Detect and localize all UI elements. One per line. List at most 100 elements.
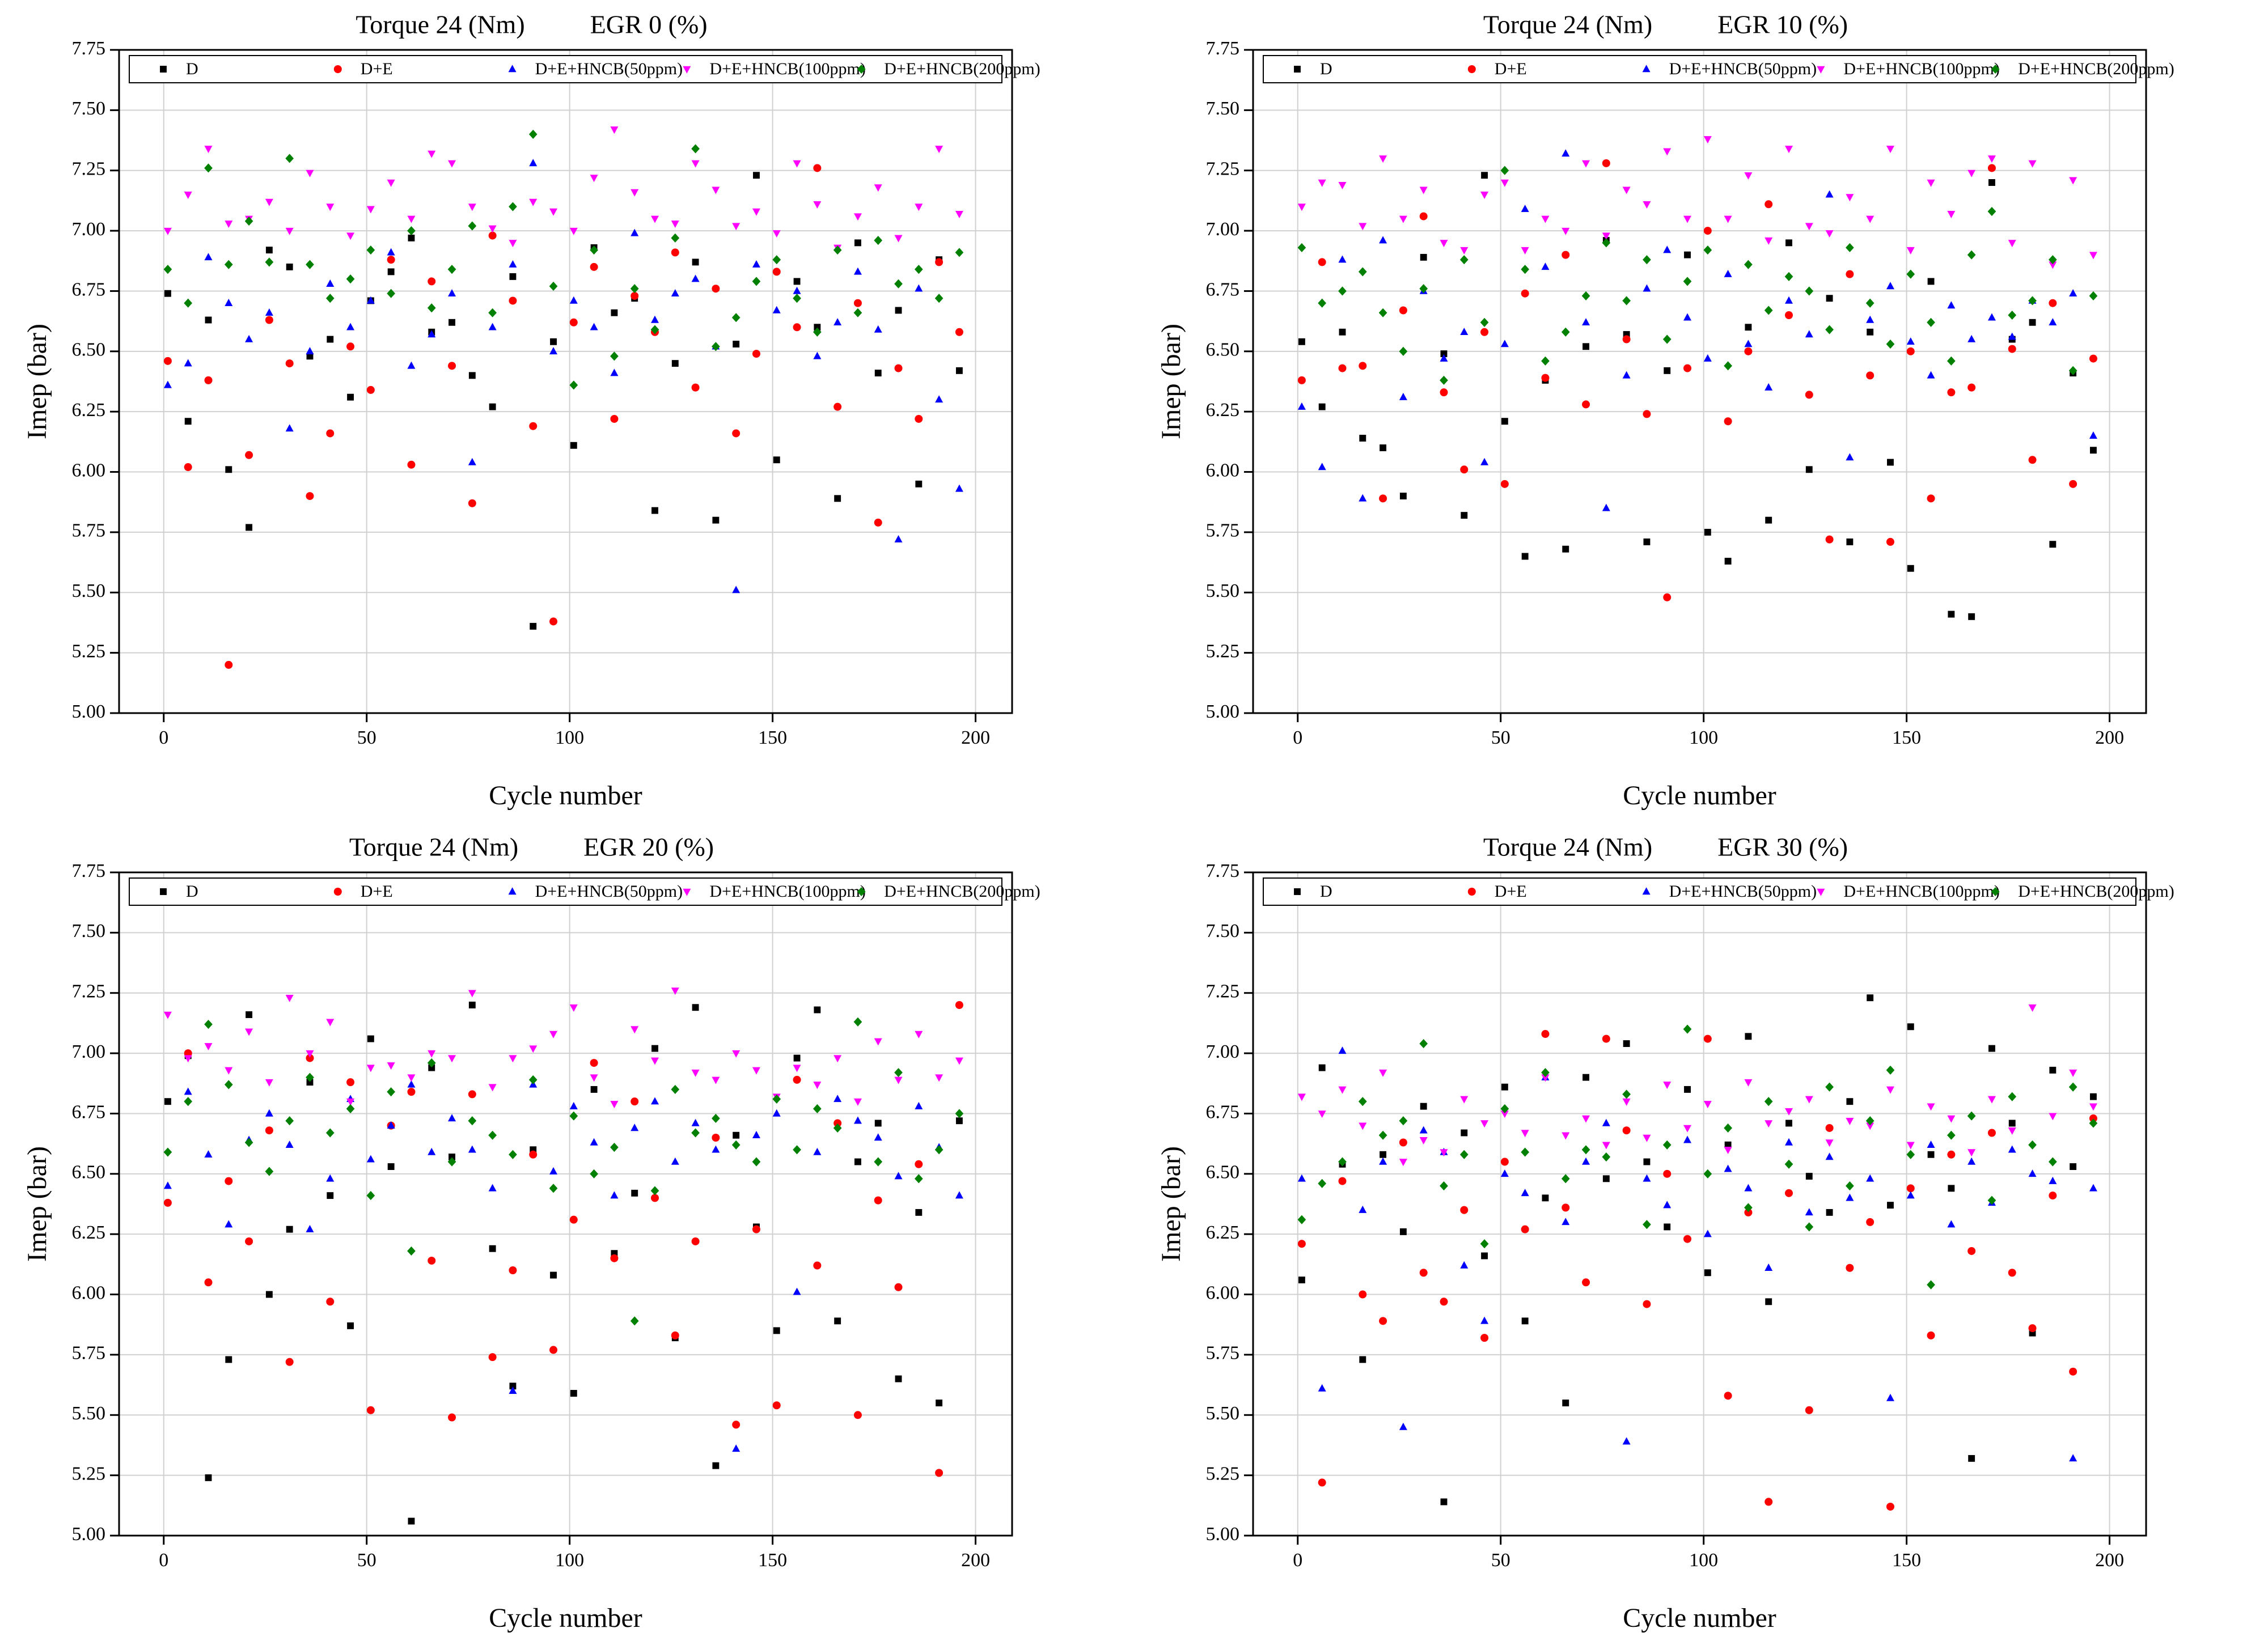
point	[813, 201, 822, 209]
chart-title: Torque 24 (Nm) EGR 20 (%)	[349, 833, 714, 862]
point	[1703, 1101, 1712, 1109]
point	[1419, 1137, 1428, 1144]
point	[225, 1177, 233, 1185]
point	[1419, 1039, 1428, 1049]
point	[1642, 887, 1651, 895]
point	[448, 362, 456, 370]
point	[712, 516, 720, 524]
point	[1886, 1393, 1894, 1401]
point	[733, 1131, 740, 1139]
point	[772, 1109, 781, 1117]
point	[915, 414, 923, 423]
point	[1887, 459, 1894, 466]
point	[1440, 388, 1448, 397]
point	[1785, 239, 1792, 247]
plot-frame	[118, 871, 1013, 1537]
point	[1467, 888, 1476, 896]
point	[1703, 1169, 1712, 1178]
y-tick-label: 6.25	[72, 400, 106, 421]
legend-label: D+E+HNCB(100ppm)	[709, 882, 866, 901]
point	[1704, 1269, 1711, 1277]
point	[1703, 136, 1712, 144]
point	[468, 203, 476, 211]
point	[631, 189, 639, 197]
point	[934, 294, 943, 303]
point	[163, 1011, 172, 1019]
point	[1744, 260, 1753, 269]
point	[793, 323, 801, 332]
point	[1521, 265, 1530, 274]
point	[1907, 1023, 1914, 1031]
x-tick-label: 50	[357, 727, 376, 748]
point	[528, 1075, 538, 1084]
y-tick-label: 5.00	[1206, 1524, 1240, 1545]
point	[1581, 1145, 1590, 1155]
point	[1784, 272, 1793, 281]
point	[1562, 1132, 1570, 1140]
point	[184, 1087, 192, 1095]
point	[1380, 1151, 1387, 1158]
point	[1379, 155, 1387, 163]
point	[204, 253, 213, 261]
point	[569, 318, 578, 327]
point	[265, 247, 273, 254]
point	[1887, 1202, 1894, 1209]
point	[590, 1086, 598, 1093]
point	[333, 65, 342, 73]
point	[1825, 1082, 1834, 1092]
x-tick-label: 0	[159, 727, 168, 748]
point	[1765, 383, 1773, 391]
point	[1805, 223, 1813, 231]
point	[184, 359, 192, 367]
y-tick-label: 5.75	[72, 520, 106, 541]
point	[468, 457, 476, 465]
point	[857, 64, 866, 74]
point	[1643, 538, 1651, 545]
point	[468, 990, 476, 998]
point	[164, 1098, 171, 1105]
point	[1744, 1203, 1753, 1212]
point	[813, 1261, 822, 1270]
point	[427, 303, 436, 313]
point	[2028, 1169, 2037, 1177]
point	[894, 279, 903, 289]
point	[549, 1167, 558, 1175]
y-tick-label: 6.50	[72, 1162, 106, 1183]
x-tick-label: 50	[1491, 727, 1510, 748]
point	[325, 1128, 335, 1138]
legend-label: D+E+HNCB(50ppm)	[1669, 60, 1817, 78]
point	[325, 294, 335, 303]
point	[1703, 354, 1712, 362]
point	[569, 1004, 578, 1012]
point	[1501, 1083, 1508, 1091]
point	[569, 1101, 578, 1109]
point	[366, 206, 375, 214]
point	[1906, 337, 1915, 345]
point	[793, 294, 801, 303]
point	[1886, 146, 1894, 154]
point	[285, 1358, 294, 1366]
point	[692, 258, 699, 266]
point	[1467, 65, 1476, 73]
point	[1294, 888, 1301, 895]
point	[2070, 1163, 2077, 1171]
y-tick-label: 6.00	[72, 1282, 106, 1303]
point	[1744, 172, 1753, 180]
legend-label: D+E+HNCB(200ppm)	[2018, 60, 2174, 78]
point	[1440, 1181, 1448, 1191]
point	[1906, 1142, 1915, 1150]
point	[1805, 391, 1813, 399]
point	[935, 395, 943, 403]
point	[327, 1192, 334, 1199]
point	[1338, 1177, 1347, 1185]
point	[732, 586, 741, 593]
point	[1480, 317, 1489, 327]
point	[691, 1128, 700, 1138]
point	[285, 424, 294, 432]
y-tick-label: 5.50	[1206, 580, 1240, 601]
legend-label: D+E+HNCB(200ppm)	[2018, 882, 2174, 901]
point	[1866, 371, 1875, 380]
point	[691, 144, 700, 154]
point	[184, 463, 192, 472]
point	[631, 1189, 638, 1197]
